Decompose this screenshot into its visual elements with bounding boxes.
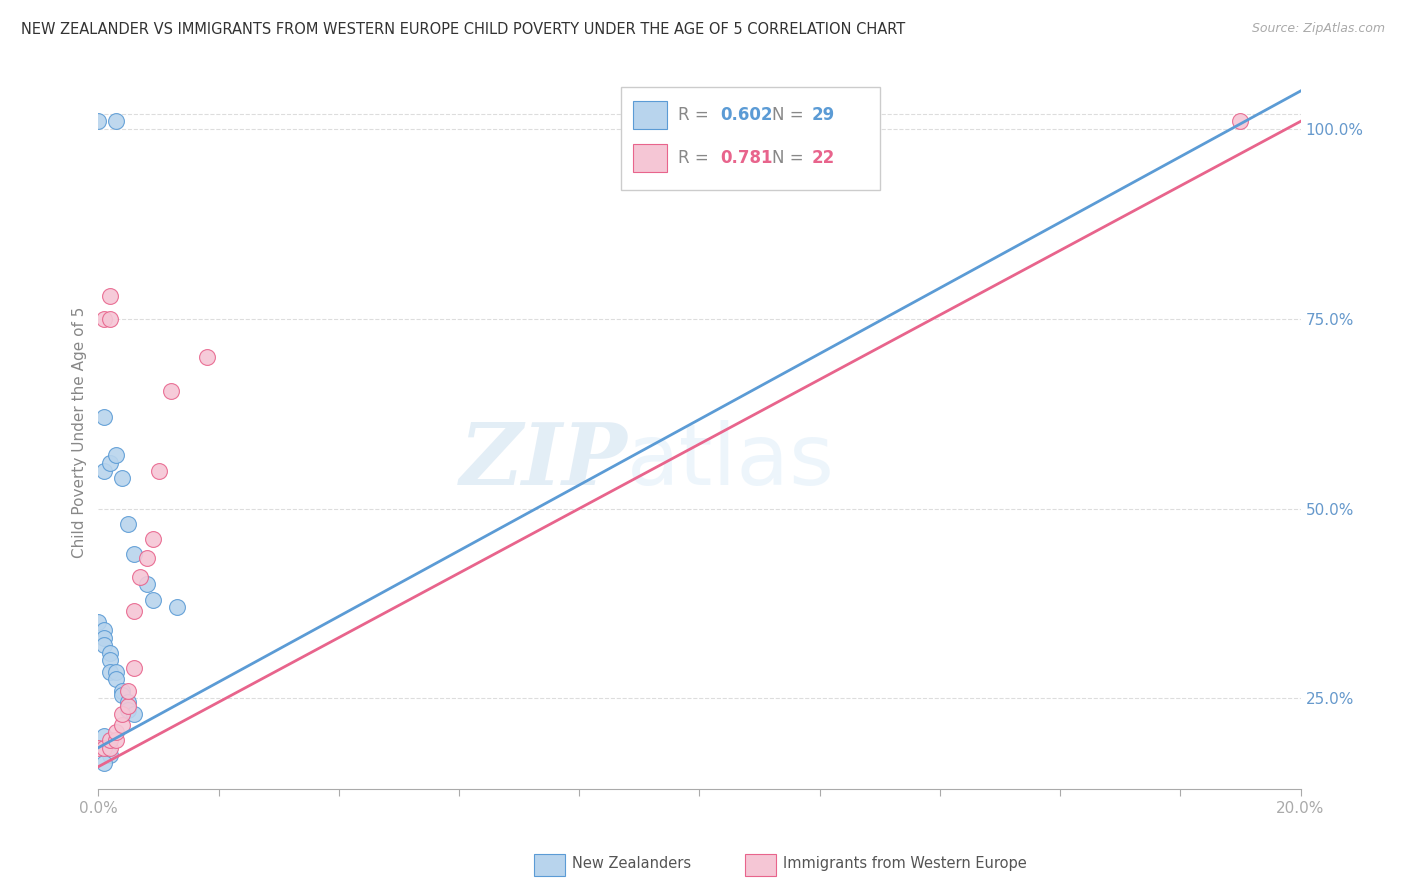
Point bbox=[105, 449, 128, 463]
Point bbox=[117, 698, 139, 713]
Point bbox=[100, 740, 122, 755]
Text: R =: R = bbox=[678, 106, 714, 124]
Point bbox=[93, 740, 115, 755]
Point bbox=[111, 718, 134, 732]
Point bbox=[117, 683, 139, 698]
Point bbox=[129, 570, 152, 584]
Point bbox=[105, 665, 128, 679]
Text: R =: R = bbox=[678, 149, 714, 167]
Point bbox=[100, 665, 122, 679]
Text: New Zealanders: New Zealanders bbox=[572, 856, 692, 871]
Text: atlas: atlas bbox=[627, 419, 835, 503]
Text: N =: N = bbox=[772, 149, 808, 167]
Text: 22: 22 bbox=[811, 149, 835, 167]
Point bbox=[87, 615, 110, 630]
Point bbox=[105, 673, 128, 687]
Point bbox=[93, 631, 115, 645]
Point bbox=[87, 114, 110, 128]
Point bbox=[159, 384, 181, 398]
Point bbox=[141, 532, 163, 546]
Y-axis label: Child Poverty Under the Age of 5: Child Poverty Under the Age of 5 bbox=[72, 307, 87, 558]
Text: NEW ZEALANDER VS IMMIGRANTS FROM WESTERN EUROPE CHILD POVERTY UNDER THE AGE OF 5: NEW ZEALANDER VS IMMIGRANTS FROM WESTERN… bbox=[21, 22, 905, 37]
Point bbox=[111, 706, 134, 721]
FancyBboxPatch shape bbox=[633, 101, 666, 129]
Point bbox=[124, 706, 146, 721]
Point bbox=[105, 114, 128, 128]
Point bbox=[111, 471, 134, 485]
Point bbox=[117, 516, 139, 531]
Point bbox=[93, 729, 115, 743]
Text: 0.781: 0.781 bbox=[720, 149, 772, 167]
Point bbox=[111, 688, 134, 702]
Point bbox=[166, 600, 188, 615]
Point bbox=[93, 311, 115, 326]
Text: 29: 29 bbox=[811, 106, 835, 124]
Point bbox=[100, 733, 122, 747]
Text: ZIP: ZIP bbox=[460, 419, 627, 503]
Point bbox=[124, 661, 146, 675]
Point bbox=[93, 756, 115, 770]
Point bbox=[100, 311, 122, 326]
Point bbox=[1229, 114, 1251, 128]
Point bbox=[111, 683, 134, 698]
Point bbox=[100, 646, 122, 660]
Point bbox=[124, 547, 146, 561]
Text: Source: ZipAtlas.com: Source: ZipAtlas.com bbox=[1251, 22, 1385, 36]
Point bbox=[117, 703, 139, 717]
Point bbox=[195, 350, 218, 364]
Point bbox=[117, 695, 139, 709]
Text: N =: N = bbox=[772, 106, 808, 124]
Point bbox=[93, 623, 115, 637]
Point bbox=[148, 464, 170, 478]
Point bbox=[100, 748, 122, 763]
Point bbox=[93, 410, 115, 425]
Point bbox=[100, 289, 122, 303]
Text: 0.602: 0.602 bbox=[720, 106, 772, 124]
FancyBboxPatch shape bbox=[633, 144, 666, 172]
Point bbox=[100, 456, 122, 470]
Point bbox=[141, 592, 163, 607]
Point bbox=[105, 733, 128, 747]
Point bbox=[105, 725, 128, 739]
Point bbox=[93, 638, 115, 652]
FancyBboxPatch shape bbox=[621, 87, 880, 190]
Point bbox=[100, 653, 122, 667]
Point bbox=[87, 740, 110, 755]
Point bbox=[135, 550, 157, 565]
Point bbox=[135, 577, 157, 591]
Text: Immigrants from Western Europe: Immigrants from Western Europe bbox=[783, 856, 1026, 871]
Point bbox=[124, 604, 146, 618]
Point bbox=[93, 464, 115, 478]
